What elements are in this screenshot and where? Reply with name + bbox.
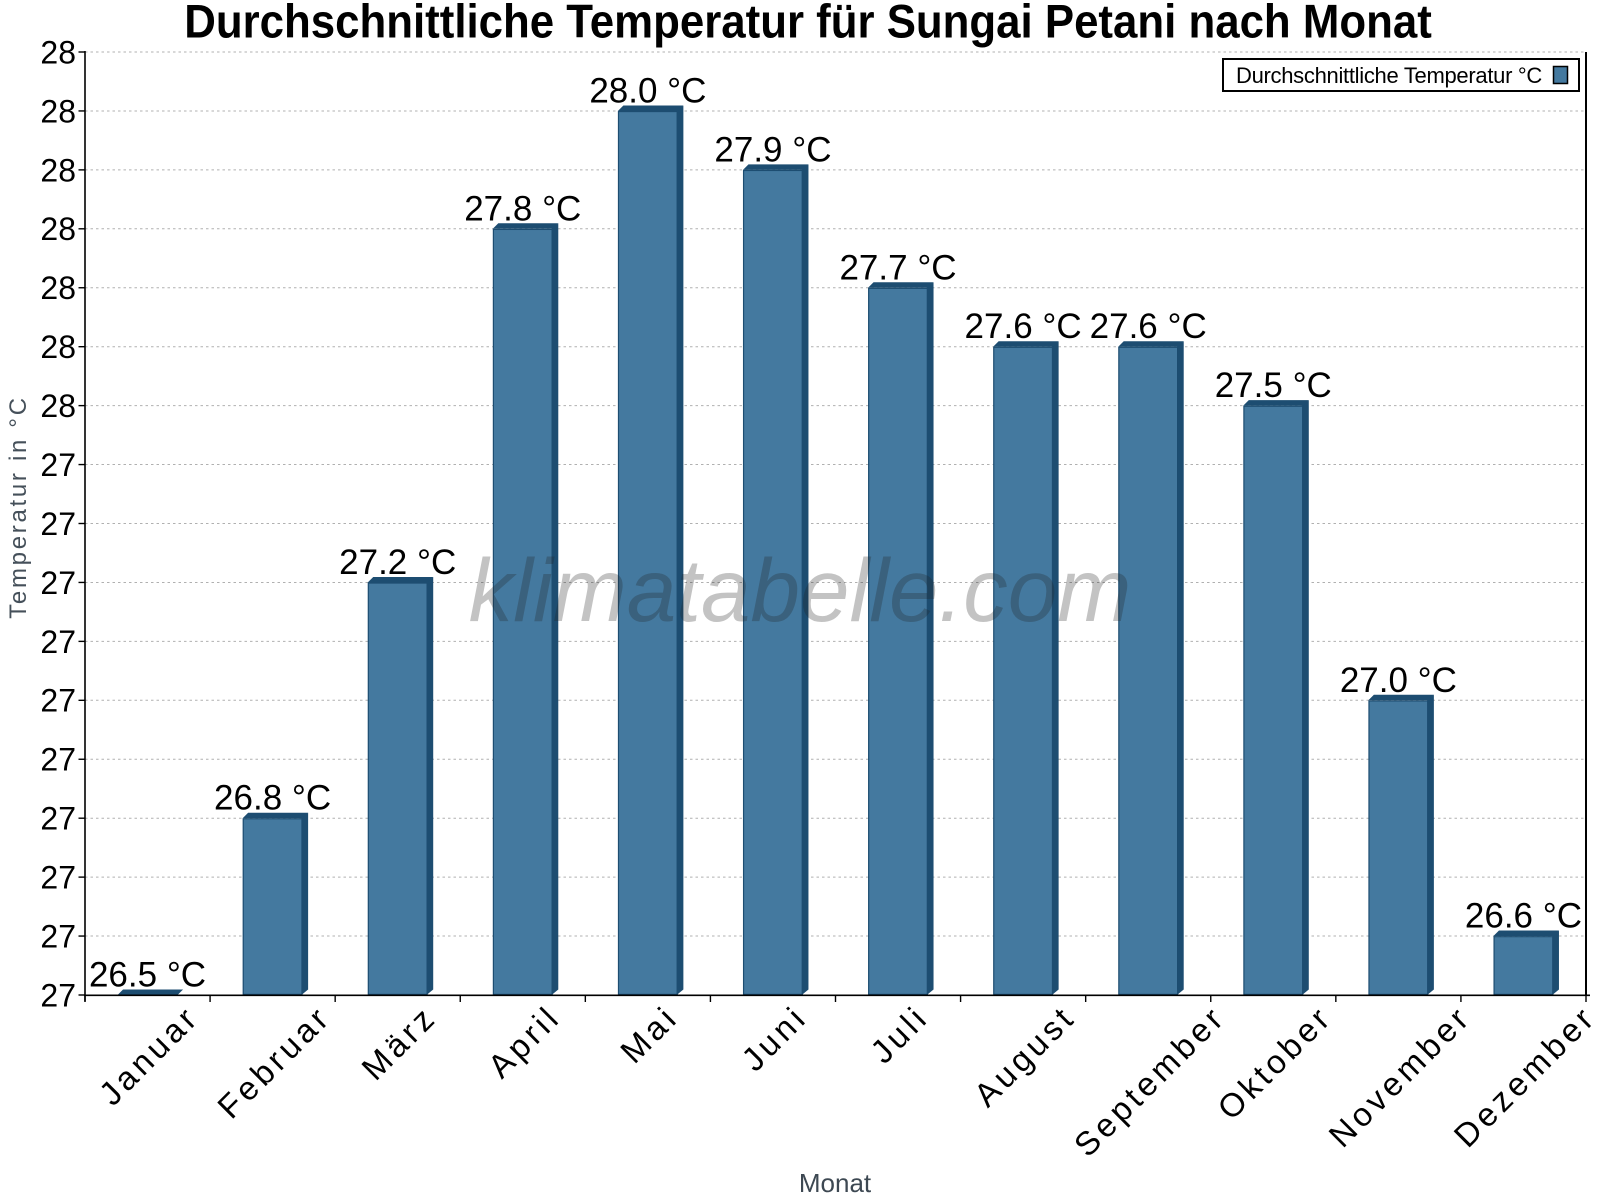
svg-text:27.8 °C: 27.8 °C	[464, 189, 581, 228]
svg-text:27: 27	[40, 506, 76, 542]
svg-text:27: 27	[40, 918, 76, 954]
svg-text:27: 27	[40, 801, 76, 837]
svg-text:Temperatur in °C: Temperatur in °C	[5, 395, 32, 619]
svg-text:Durchschnittliche Temperatur °: Durchschnittliche Temperatur °C	[1236, 63, 1542, 88]
svg-text:27: 27	[40, 624, 76, 660]
svg-text:26.6 °C: 26.6 °C	[1465, 897, 1582, 936]
svg-text:27.9 °C: 27.9 °C	[714, 130, 831, 169]
svg-text:27.5 °C: 27.5 °C	[1215, 366, 1332, 405]
svg-text:27.7 °C: 27.7 °C	[839, 248, 956, 287]
svg-text:26.5 °C: 26.5 °C	[89, 956, 206, 995]
svg-text:27: 27	[40, 860, 76, 896]
svg-text:27.6 °C: 27.6 °C	[1090, 307, 1207, 346]
svg-text:28: 28	[40, 211, 76, 247]
svg-text:28: 28	[40, 270, 76, 306]
svg-text:28: 28	[40, 329, 76, 365]
svg-text:28: 28	[40, 152, 76, 188]
svg-text:27: 27	[40, 447, 76, 483]
svg-text:27.2 °C: 27.2 °C	[339, 543, 456, 582]
svg-text:27: 27	[40, 742, 76, 778]
svg-text:Monat: Monat	[799, 1168, 872, 1198]
svg-text:28: 28	[40, 34, 76, 70]
svg-text:28: 28	[40, 388, 76, 424]
svg-text:klimatabelle.com: klimatabelle.com	[469, 540, 1132, 640]
svg-text:27: 27	[40, 683, 76, 719]
svg-text:27: 27	[40, 565, 76, 601]
svg-text:28: 28	[40, 93, 76, 129]
svg-text:27: 27	[40, 977, 76, 1013]
svg-text:26.8 °C: 26.8 °C	[214, 779, 331, 818]
svg-text:28.0 °C: 28.0 °C	[589, 71, 706, 110]
svg-text:27.0 °C: 27.0 °C	[1340, 661, 1457, 700]
svg-text:Durchschnittliche Temperatur f: Durchschnittliche Temperatur für Sungai …	[184, 0, 1432, 48]
svg-text:27.6 °C: 27.6 °C	[965, 307, 1082, 346]
